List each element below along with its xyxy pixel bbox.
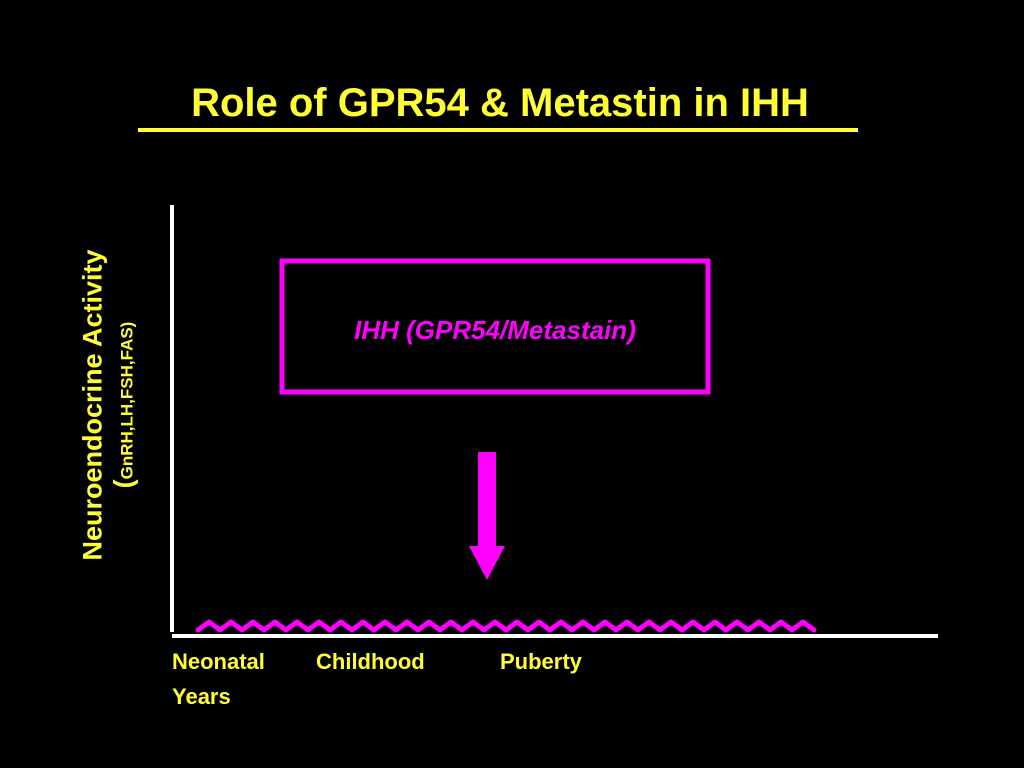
ihh-box-label: IHH (GPR54/Metastain)	[354, 315, 636, 345]
x-axis-unit-label: Years	[172, 684, 231, 709]
ihh-box	[279, 258, 711, 395]
title-underline	[138, 128, 858, 132]
suppressed-activity-line	[195, 619, 817, 633]
x-label-neonatal: Neonatal	[172, 649, 265, 674]
down-arrow-head	[469, 546, 505, 580]
slide-title: Role of GPR54 & Metastin in IHH	[191, 81, 809, 125]
down-arrow-shaft	[478, 452, 496, 546]
x-label-puberty: Puberty	[500, 649, 582, 674]
x-label-childhood: Childhood	[316, 649, 425, 674]
down-arrow	[469, 452, 505, 580]
